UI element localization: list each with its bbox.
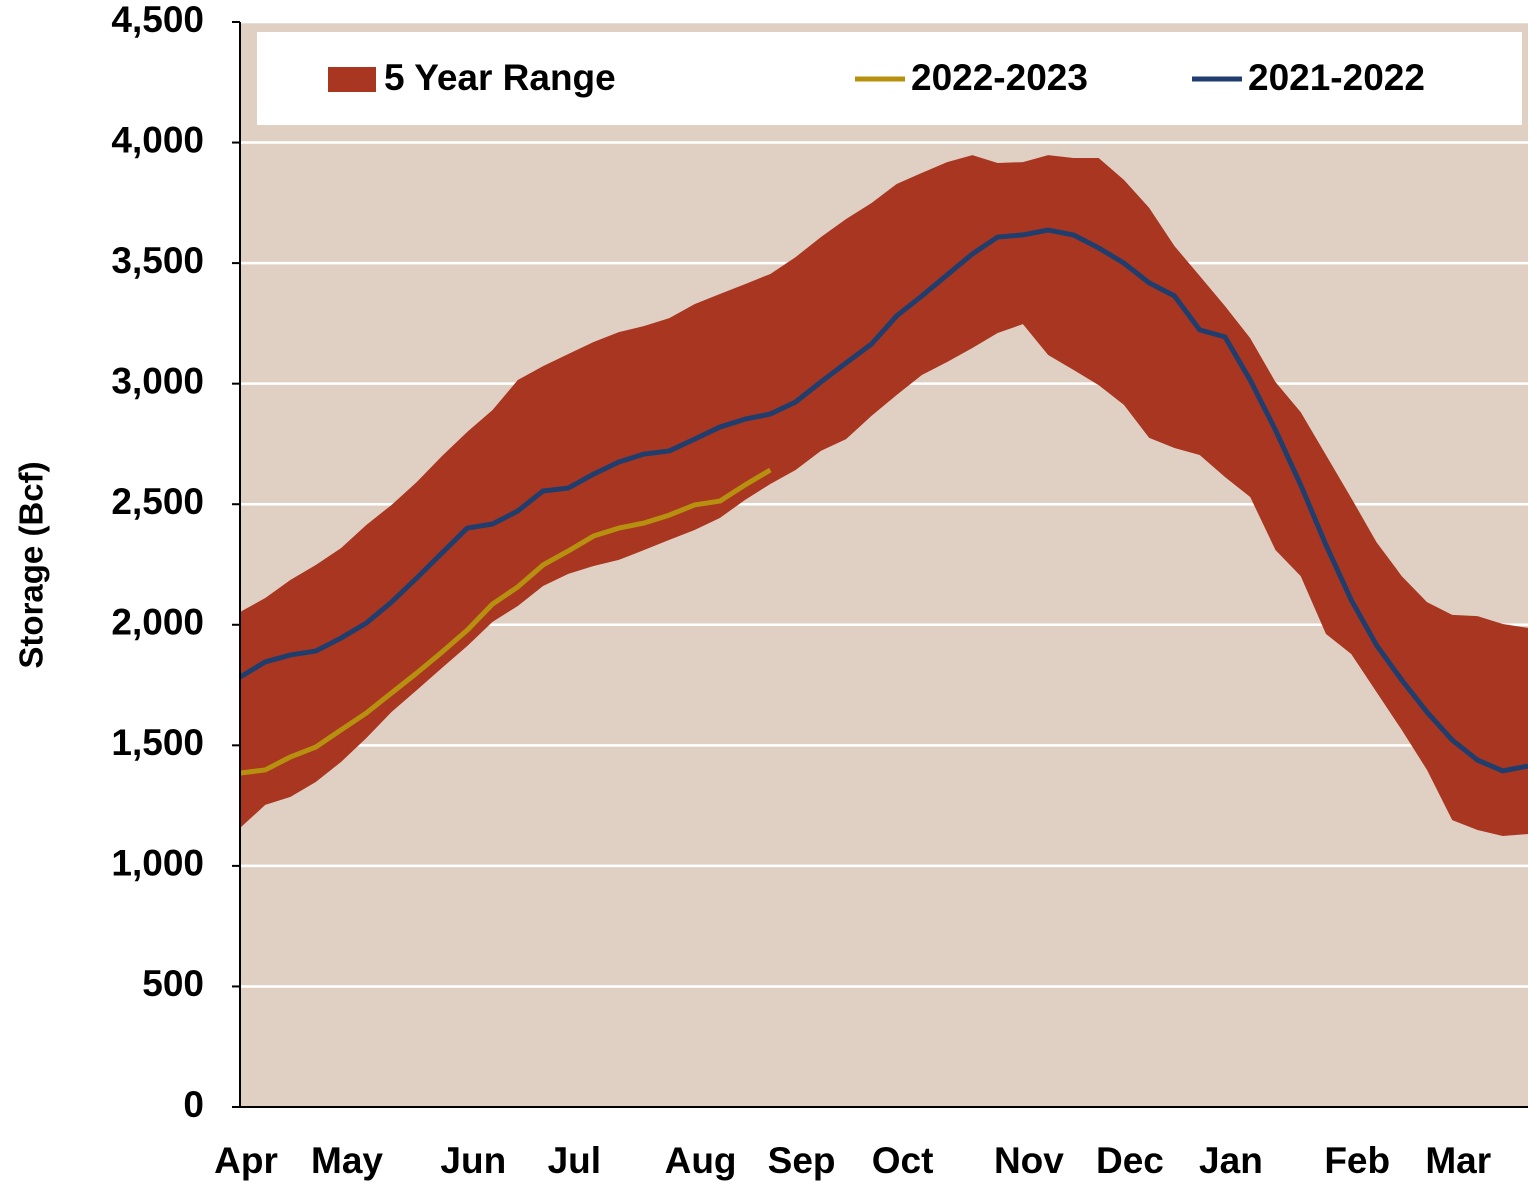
x-tick-label: Apr <box>214 1140 278 1181</box>
x-tick-label: Nov <box>994 1140 1064 1181</box>
x-tick-label: Aug <box>665 1140 737 1181</box>
y-tick-label: 3,500 <box>111 240 204 281</box>
y-tick-label: 500 <box>142 963 204 1004</box>
y-tick-label: 1,000 <box>111 843 204 884</box>
y-tick-label: 0 <box>183 1084 204 1125</box>
x-tick-label: Feb <box>1324 1140 1390 1181</box>
series-line <box>238 227 1528 774</box>
y-axis-title: Storage (Bcf) <box>13 461 50 668</box>
y-tick-label: 3,000 <box>111 360 204 401</box>
y-tick-label: 1,500 <box>111 722 204 763</box>
series-line <box>239 467 772 776</box>
x-tick-label: Dec <box>1096 1140 1164 1181</box>
x-tick-label: Mar <box>1425 1140 1491 1181</box>
y-tick-label: 4,000 <box>111 119 204 160</box>
legend-label: 2022-2023 <box>911 57 1088 98</box>
x-tick-label: Jan <box>1199 1140 1263 1181</box>
legend-label: 5 Year Range <box>384 57 616 98</box>
x-tick-label: Oct <box>872 1140 934 1181</box>
legend-swatch <box>328 67 376 92</box>
y-tick-label: 2,500 <box>111 481 204 522</box>
x-tick-label: May <box>311 1140 383 1181</box>
y-tick-label: 2,000 <box>111 602 204 643</box>
legend-label: 2021-2022 <box>1248 57 1425 98</box>
x-tick-label: Jul <box>548 1140 601 1181</box>
x-tick-label: Jun <box>440 1140 506 1181</box>
y-tick-label: 4,500 <box>111 0 204 40</box>
x-tick-label: Sep <box>768 1140 836 1181</box>
range-band <box>240 155 1528 836</box>
